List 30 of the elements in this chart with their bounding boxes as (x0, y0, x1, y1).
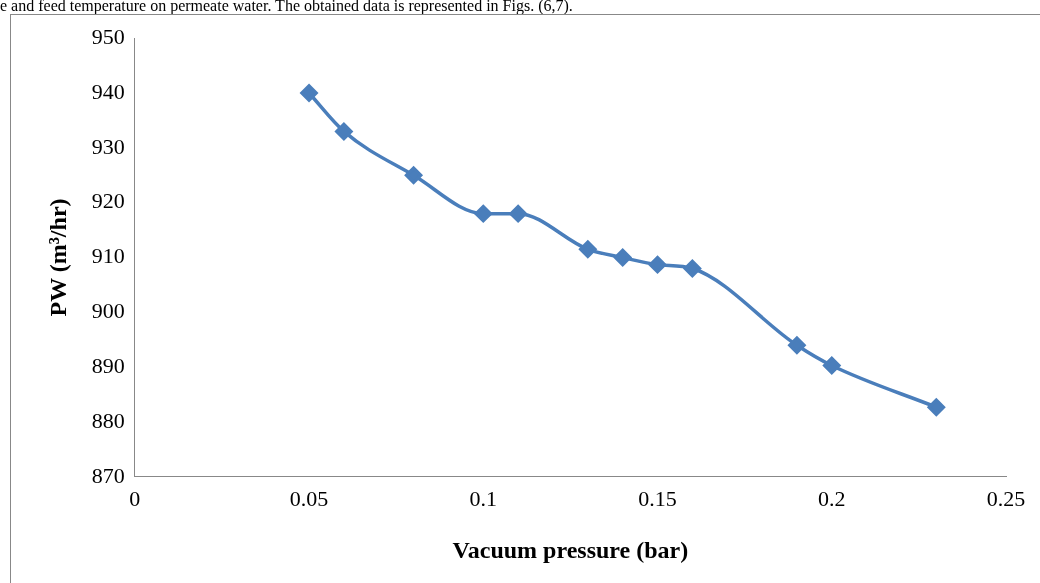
y-tick-label: 890 (91, 352, 125, 378)
point (300, 84, 318, 102)
text: e and feed temperature on permeate water. The obtained data is represented in Figs. (6,7). (0, 0, 573, 15)
point (788, 336, 806, 354)
x-tick-label: 0.15 (638, 485, 677, 511)
y-tick-label: 950 (91, 23, 125, 49)
x-tick-label: 0.1 (469, 485, 498, 511)
y-tick-label: 930 (91, 133, 125, 159)
point (648, 255, 667, 274)
point (613, 248, 632, 267)
point (683, 259, 702, 278)
point (404, 166, 423, 185)
point (474, 204, 493, 223)
point (823, 356, 841, 375)
y-tick-label: 870 (91, 462, 125, 488)
y-tick-label: 940 (91, 78, 125, 104)
x-tick-label: 0.25 (986, 485, 1026, 511)
y-tick-label: 910 (91, 243, 125, 269)
point (579, 240, 597, 259)
x-tick-label: 0.2 (818, 485, 846, 511)
point (335, 122, 353, 141)
y-tick-label: 880 (91, 407, 125, 433)
x-tick-label: 0.05 (289, 485, 329, 511)
x-tick-label: 0 (129, 485, 141, 511)
y-tick-label: 920 (91, 188, 125, 214)
point (509, 204, 527, 223)
y-tick-label: 900 (91, 298, 125, 324)
x-axis-title: Vacuum pressure (bar) (452, 536, 689, 563)
point (927, 398, 946, 416)
y-axis-title: PW (m³/hr) (44, 198, 71, 317)
